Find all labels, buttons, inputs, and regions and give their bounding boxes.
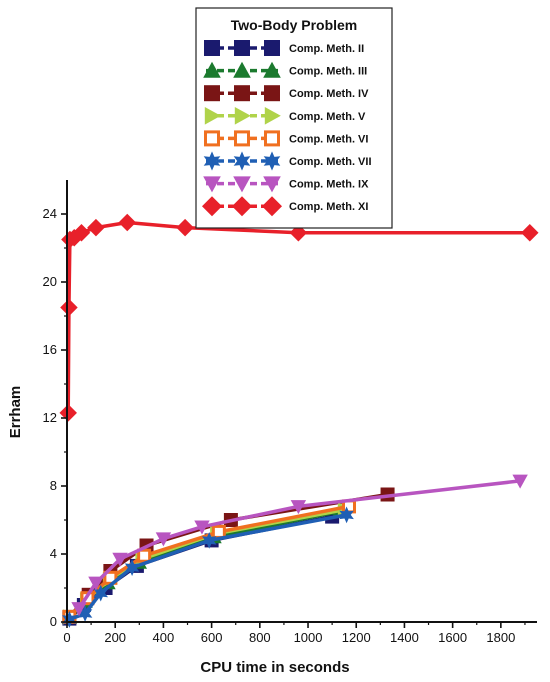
- x-tick-label: 800: [249, 630, 271, 645]
- legend-label: Comp. Meth. IX: [289, 179, 369, 191]
- legend-item: Comp. Meth. VI: [204, 130, 368, 147]
- x-tick-label: 0: [63, 630, 70, 645]
- legend-marker: [262, 196, 282, 217]
- y-tick-label: 12: [43, 410, 57, 425]
- legend-marker: [204, 130, 220, 147]
- data-point: [176, 218, 194, 237]
- legend-marker: [233, 176, 251, 193]
- legend-item: Comp. Meth. V: [204, 107, 366, 125]
- data-point: [112, 552, 128, 567]
- series-8: [59, 213, 539, 422]
- legend-marker: [233, 61, 251, 78]
- legend-item: Comp. Meth. IV: [204, 85, 369, 102]
- legend-marker: [234, 130, 250, 147]
- data-point: [87, 218, 105, 237]
- series-layer: [59, 213, 539, 628]
- data-point: [88, 576, 104, 591]
- legend-title: Two-Body Problem: [231, 17, 358, 33]
- axes-layer: 0 4 8 12 16 20 24 0 200 400 600 800 1000 1200 1400 1600…: [43, 180, 537, 645]
- legend-marker: [264, 107, 281, 125]
- series-6: [62, 506, 354, 628]
- legend-marker: [203, 151, 221, 171]
- legend: Two-Body Problem Comp. Meth. II Comp. Met…: [195, 7, 393, 229]
- y-tick-label: 24: [43, 206, 57, 221]
- legend-marker: [204, 85, 220, 102]
- legend-label: Comp. Meth. III: [289, 66, 367, 78]
- data-point: [521, 223, 539, 242]
- data-point: [339, 506, 354, 524]
- data-point: [93, 584, 109, 602]
- x-tick-label: 1800: [486, 630, 515, 645]
- y-tick-label: 20: [43, 274, 57, 289]
- data-point: [118, 213, 137, 232]
- legend-marker: [263, 151, 281, 171]
- legend-label: Comp. Meth. XI: [289, 201, 368, 213]
- legend-marker: [203, 61, 221, 78]
- legend-marker: [233, 151, 251, 171]
- legend-marker: [204, 107, 221, 125]
- y-axis-title: Errham: [7, 386, 24, 439]
- legend-marker: [264, 130, 280, 147]
- y-tick-label: 4: [50, 546, 57, 561]
- legend-item: Comp. Meth. VII: [203, 151, 372, 171]
- data-point: [155, 532, 172, 547]
- legend-marker: [232, 196, 252, 217]
- legend-marker: [264, 85, 280, 102]
- data-point: [512, 474, 528, 489]
- legend-label: Comp. Meth. VI: [289, 133, 368, 145]
- legend-label: Comp. Meth. IV: [289, 88, 369, 100]
- data-point: [290, 500, 307, 515]
- legend-item: Comp. Meth. III: [203, 61, 367, 78]
- data-point: [194, 520, 210, 535]
- x-tick-label: 1600: [438, 630, 467, 645]
- legend-marker: [204, 40, 220, 56]
- legend-marker: [264, 40, 280, 56]
- data-point: [59, 404, 77, 422]
- y-tick-label: 0: [50, 614, 57, 629]
- x-tick-label: 1400: [390, 630, 419, 645]
- data-point: [72, 223, 91, 242]
- legend-marker: [234, 40, 250, 56]
- legend-item: Comp. Meth. XI: [202, 196, 368, 217]
- legend-marker: [203, 176, 221, 193]
- legend-item: Comp. Meth. II: [204, 40, 364, 56]
- legend-label: Comp. Meth. II: [289, 43, 364, 55]
- legend-item: Comp. Meth. IX: [203, 176, 369, 193]
- legend-label: Comp. Meth. V: [289, 111, 366, 123]
- series-line: [66, 220, 532, 415]
- x-tick-label: 200: [104, 630, 126, 645]
- legend-label: Comp. Meth. VII: [289, 156, 372, 168]
- x-axis-title: CPU time in seconds: [200, 659, 349, 676]
- data-point: [62, 611, 77, 628]
- data-point: [201, 532, 217, 549]
- data-point: [60, 298, 78, 317]
- x-tick-label: 600: [201, 630, 223, 645]
- x-tick-label: 1200: [342, 630, 371, 645]
- data-point: [137, 548, 152, 563]
- x-tick-label: 1000: [294, 630, 323, 645]
- y-tick-label: 8: [50, 478, 57, 493]
- series-7: [71, 474, 528, 617]
- legend-box: [195, 7, 393, 229]
- data-point: [71, 602, 87, 617]
- legend-marker: [263, 61, 281, 78]
- legend-marker: [202, 196, 222, 217]
- legend-marker: [234, 107, 251, 125]
- legend-marker: [234, 85, 250, 102]
- y-tick-label: 16: [43, 342, 57, 357]
- legend-marker: [263, 176, 281, 193]
- data-point: [124, 559, 140, 576]
- data-point: [211, 524, 226, 539]
- x-tick-label: 400: [153, 630, 175, 645]
- data-point: [77, 605, 93, 622]
